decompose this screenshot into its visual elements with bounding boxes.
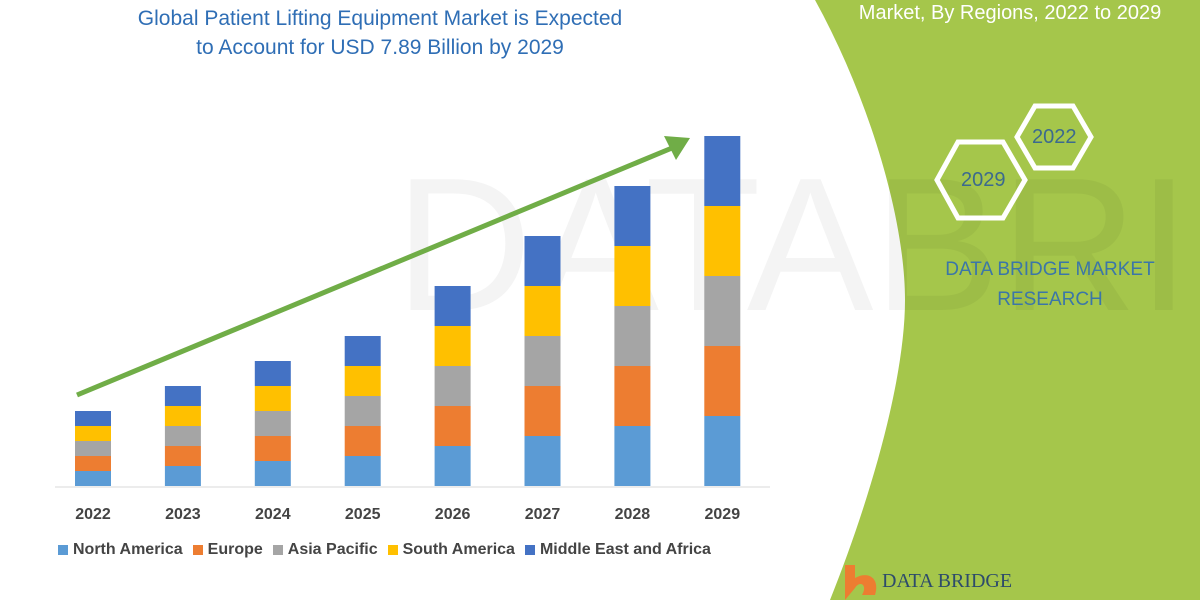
- logo-text: DATA BRIDGE: [882, 570, 1013, 592]
- legend-swatch: [272, 545, 283, 555]
- trend-arrow: [76, 136, 690, 398]
- chart-title: Global Patient Lifting Equipment Market …: [90, 4, 670, 62]
- bar-segment-south-america-2022: [75, 426, 111, 441]
- x-tick-label: 2026: [435, 506, 471, 523]
- bar-segment-middle-east-and-africa-2027: [524, 236, 561, 286]
- legend-swatch: [524, 545, 535, 555]
- green-panel: [815, 0, 1200, 600]
- legend-item: Middle East and Africa: [524, 541, 711, 559]
- bar-segment-europe-2022: [75, 456, 111, 471]
- hex-2022: [1014, 103, 1094, 171]
- bar-segment-europe-2028: [614, 366, 651, 426]
- bar-segment-south-america-2023: [164, 406, 201, 426]
- bar-segment-north-america-2023: [164, 466, 201, 486]
- bar-segment-asia-pacific-2029: [704, 276, 741, 346]
- legend-label: Asia Pacific: [287, 541, 378, 558]
- bar-segment-asia-pacific-2024: [254, 411, 291, 436]
- bar-segment-south-america-2024: [254, 386, 291, 411]
- legend-item: Europe: [192, 541, 263, 559]
- hex-2029: [934, 139, 1028, 221]
- bar-segment-europe-2027: [524, 386, 561, 436]
- x-tick-label: 2022: [75, 506, 111, 523]
- title-line-2: to Account for USD 7.89 Billion by 2029: [196, 36, 564, 59]
- bar-segment-north-america-2027: [524, 436, 561, 486]
- bar-segment-south-america-2028: [614, 246, 651, 306]
- bar-segment-north-america-2025: [344, 456, 381, 486]
- legend-swatch: [387, 545, 398, 555]
- x-tick-label: 2024: [255, 506, 291, 523]
- legend-item: South America: [387, 541, 515, 559]
- legend-swatch: [58, 545, 68, 555]
- bar-segment-europe-2026: [434, 406, 471, 446]
- bar-segment-europe-2025: [344, 426, 381, 456]
- bar-segment-north-america-2022: [75, 471, 111, 486]
- bar-segment-europe-2029: [704, 346, 741, 416]
- legend-label: Middle East and Africa: [539, 541, 711, 558]
- legend-label: Europe: [207, 541, 263, 558]
- bar-segment-asia-pacific-2022: [75, 441, 111, 456]
- bar-segment-north-america-2028: [614, 426, 651, 486]
- legend-swatch: [192, 545, 203, 555]
- bar-segment-north-america-2026: [434, 446, 471, 486]
- bar-segment-asia-pacific-2025: [344, 396, 381, 426]
- legend-item: North America: [58, 541, 183, 559]
- bar-segment-middle-east-and-africa-2022: [75, 411, 111, 426]
- brand-text: DATA BRIDGE MARKET RESEARCH: [915, 255, 1185, 315]
- bar-segment-asia-pacific-2026: [434, 366, 471, 406]
- side-title: Market, By Regions, 2022 to 2029: [858, 2, 1162, 24]
- legend-label: South America: [402, 541, 515, 558]
- bar-segment-middle-east-and-africa-2028: [614, 186, 651, 246]
- bar-segment-south-america-2026: [434, 326, 471, 366]
- bar-segment-middle-east-and-africa-2023: [164, 386, 201, 406]
- x-tick-label: 2025: [345, 506, 381, 523]
- bar-segment-middle-east-and-africa-2025: [344, 336, 381, 366]
- x-tick-label: 2027: [525, 506, 561, 523]
- legend-label: North America: [73, 541, 183, 558]
- legend-item: Asia Pacific: [272, 541, 378, 559]
- x-tick-label: 2023: [165, 506, 201, 523]
- legend: North America Europe Asia Pacific South …: [58, 541, 711, 559]
- brand-line-2: RESEARCH: [997, 289, 1103, 310]
- bar-segment-south-america-2027: [524, 286, 561, 336]
- bar-segment-europe-2024: [254, 436, 291, 461]
- bar-segment-asia-pacific-2023: [164, 426, 201, 446]
- hex-label-2029: 2029: [961, 169, 1006, 191]
- bar-segment-middle-east-and-africa-2024: [254, 361, 291, 386]
- title-line-1: Global Patient Lifting Equipment Market …: [137, 7, 623, 30]
- logo-icon: [845, 565, 877, 600]
- bar-segment-south-america-2025: [344, 366, 381, 396]
- bar-segment-asia-pacific-2028: [614, 306, 651, 366]
- bar-segment-europe-2023: [164, 446, 201, 466]
- bar-segment-asia-pacific-2027: [524, 336, 561, 386]
- bar-segment-south-america-2029: [704, 206, 741, 276]
- bar-segment-north-america-2024: [254, 461, 291, 486]
- bar-segment-north-america-2029: [704, 416, 741, 486]
- x-tick-label: 2029: [705, 506, 741, 523]
- bar-segment-middle-east-and-africa-2026: [434, 286, 471, 326]
- bar-segment-middle-east-and-africa-2029: [704, 136, 741, 206]
- x-tick-label: 2028: [615, 506, 651, 523]
- brand-line-1: DATA BRIDGE MARKET: [945, 259, 1155, 280]
- hex-label-2022: 2022: [1032, 126, 1077, 148]
- stacked-bar-chart: 2022 2023 2024 2025 2026 2027 2028 2029: [75, 136, 741, 523]
